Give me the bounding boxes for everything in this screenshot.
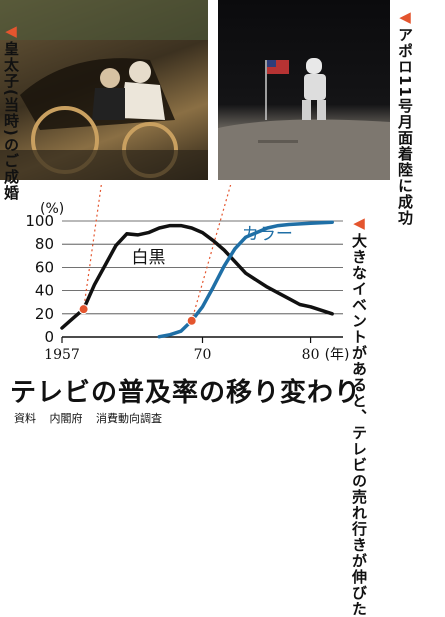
tv-penetration-chart: 0 20 40 60 80 100(%) 1957 70 80 (年) 白黒 カラー (25, 185, 350, 363)
note-caption-text: 大きなイベントがあると、テレビの売れ行きが伸びた (350, 233, 368, 617)
chart-axes (61, 220, 343, 343)
source-line: 資料 内閣府 消費動向調査 (14, 410, 172, 426)
wedding-caption-text: 皇太子(当時)のご成婚 (2, 41, 20, 201)
color-series-line (157, 220, 334, 339)
y-tick-label: 20 (35, 305, 54, 323)
moon-caption-text: アポロ11号月面着陸に成功 (396, 27, 414, 226)
y-tick-label: 0 (44, 328, 54, 346)
note-caption: ◀大きなイベントがあると、テレビの売れ行きが伸びた (349, 214, 368, 617)
y-axis-label: (%) (40, 201, 64, 217)
x-tick-label: 1957 (44, 347, 80, 363)
chart-series (60, 220, 334, 339)
y-tick-label: 100 (25, 212, 54, 230)
leader-lines (83, 185, 232, 321)
carriage-illustration (0, 0, 208, 180)
x-axis-label: (年) (325, 347, 350, 363)
chart-labels: 0 20 40 60 80 100(%) 1957 70 80 (年) 白黒 カラー (25, 201, 349, 363)
bw-series-line (60, 223, 334, 330)
event-marker (186, 315, 197, 326)
caption-triangle-icon: ◀ (350, 214, 368, 233)
source-label: 資料 (14, 412, 36, 425)
x-tick-label: 70 (194, 347, 212, 363)
source-org: 内閣府 (49, 412, 83, 425)
x-tick-label: 80 (302, 347, 320, 363)
astronaut-illustration (218, 58, 390, 180)
y-tick-label: 80 (35, 235, 54, 253)
bw-series-label: 白黒 (131, 248, 165, 268)
color-series-label: カラー (242, 225, 293, 245)
y-tick-label: 60 (35, 258, 54, 276)
moon-landing-photo (218, 0, 390, 180)
caption-triangle-icon: ◀ (396, 8, 414, 27)
y-tick-label: 40 (35, 282, 54, 300)
source-survey: 消費動向調査 (96, 412, 162, 425)
wedding-caption: ◀皇太子(当時)のご成婚 (2, 22, 20, 201)
wedding-photo (0, 0, 208, 180)
page-title: テレビの普及率の移り変わり (10, 378, 362, 408)
leader-line (83, 185, 102, 310)
moon-caption: ◀アポロ11号月面着陸に成功 (396, 8, 414, 226)
event-marker (78, 304, 89, 315)
caption-triangle-icon: ◀ (2, 22, 20, 41)
